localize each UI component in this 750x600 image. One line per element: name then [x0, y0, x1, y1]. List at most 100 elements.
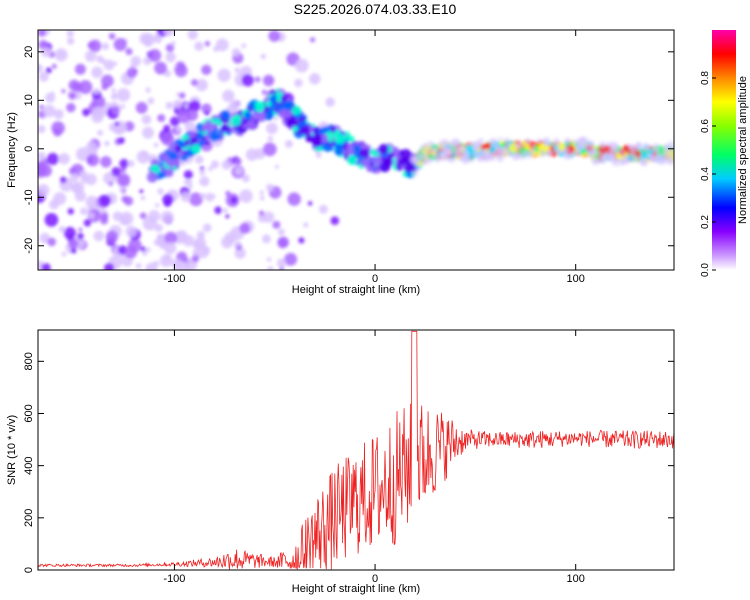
noise-blob	[182, 235, 195, 247]
halo-blob	[611, 154, 618, 160]
noise-blob	[234, 67, 241, 73]
noise-blob	[82, 108, 91, 117]
noise-blob	[51, 121, 65, 135]
noise-blob	[117, 124, 124, 131]
halo-blob	[477, 146, 482, 151]
spectral-blob	[211, 122, 218, 130]
y-tick-label: 20	[23, 46, 35, 58]
noise-blob	[113, 37, 127, 52]
spectral-blob	[283, 109, 293, 119]
noise-blob	[141, 114, 152, 125]
halo-blob	[536, 138, 542, 144]
noise-blob	[111, 87, 116, 93]
spectral-blob	[196, 133, 203, 141]
halo-blob	[628, 153, 633, 158]
halo-blob	[598, 141, 607, 149]
noise-blob	[74, 190, 87, 202]
spectral-blob	[387, 152, 395, 159]
noise-blob	[80, 207, 88, 215]
halo-blob	[641, 142, 650, 151]
halo-blob	[447, 151, 452, 156]
noise-blob	[85, 173, 97, 186]
noise-blob	[169, 116, 180, 127]
noise-blob	[276, 258, 287, 268]
noise-blob	[160, 210, 174, 224]
halo-blob	[448, 140, 455, 148]
noise-blob	[42, 104, 56, 118]
halo-blob	[472, 151, 478, 157]
noise-blob	[118, 137, 125, 144]
spectral-blob	[307, 137, 314, 143]
spectrogram-x-axis-label: Height of straight line (km)	[292, 284, 420, 296]
halo-blob	[580, 136, 588, 144]
halo-blob	[506, 143, 512, 148]
spectrogram-frame	[37, 29, 675, 271]
halo-blob	[492, 151, 498, 157]
noise-blob	[74, 63, 86, 75]
halo-blob	[489, 155, 495, 160]
y-tick-label: 0	[23, 567, 35, 573]
x-tick-label: 0	[372, 573, 378, 585]
noise-blob	[187, 30, 198, 40]
noise-blob	[262, 74, 275, 87]
halo-blob	[586, 148, 592, 154]
noise-blob	[325, 97, 335, 107]
noise-blob	[104, 140, 110, 147]
halo-blob	[539, 148, 545, 154]
noise-blob	[47, 237, 57, 247]
noise-blob	[259, 195, 265, 201]
y-tick-label: 10	[23, 94, 35, 106]
noise-blob	[164, 231, 178, 245]
spectral-blob	[190, 143, 201, 154]
colorbar: 0.0 0.2 0.4 0.6 0.8 Normalized spectral ampl…	[700, 30, 749, 277]
snr-series-line	[38, 330, 674, 570]
halo-blob	[653, 154, 662, 163]
noise-blob	[54, 48, 68, 62]
x-tick-label: -100	[163, 573, 185, 585]
noise-blob	[153, 142, 159, 148]
spectral-blob	[168, 151, 178, 160]
noise-blob	[191, 254, 200, 263]
spectrogram-blobs	[38, 30, 674, 270]
noise-blob	[79, 170, 88, 180]
y-tick-label: 200	[23, 509, 35, 527]
noise-blob	[141, 250, 148, 256]
halo-blob	[594, 158, 601, 164]
halo-blob	[615, 145, 620, 150]
noise-blob	[92, 106, 105, 119]
noise-blob	[217, 68, 231, 82]
noise-blob	[78, 80, 93, 95]
halo-blob	[415, 158, 423, 165]
x-tick-label: 0	[372, 273, 378, 285]
halo-blob	[554, 149, 561, 156]
spectral-blob	[280, 95, 287, 102]
noise-blob	[157, 114, 166, 123]
halo-blob	[411, 169, 418, 177]
spectral-blob	[259, 112, 266, 119]
noise-blob	[241, 74, 254, 87]
noise-blob	[205, 192, 215, 202]
spectral-blob	[230, 115, 242, 127]
noise-blob	[78, 227, 83, 232]
noise-blob	[239, 189, 253, 203]
spectral-blob	[275, 104, 284, 112]
noise-blob	[277, 228, 285, 236]
noise-blob	[187, 184, 193, 190]
noise-blob	[93, 230, 105, 242]
noise-blob	[284, 252, 298, 266]
noise-blob	[163, 30, 175, 37]
noise-blob	[254, 76, 261, 83]
halo-blob	[432, 154, 438, 161]
noise-blob	[179, 92, 186, 99]
spectral-blob	[300, 125, 311, 136]
noise-blob	[114, 121, 120, 127]
spectral-blob	[184, 139, 190, 145]
spectral-blob	[291, 105, 302, 116]
noise-blob	[117, 173, 131, 187]
colorbar-tick-label: 0.8	[700, 71, 711, 85]
noise-blob	[70, 247, 77, 254]
colorbar-tick-label: 0.0	[700, 263, 711, 277]
noise-blob	[203, 246, 211, 254]
